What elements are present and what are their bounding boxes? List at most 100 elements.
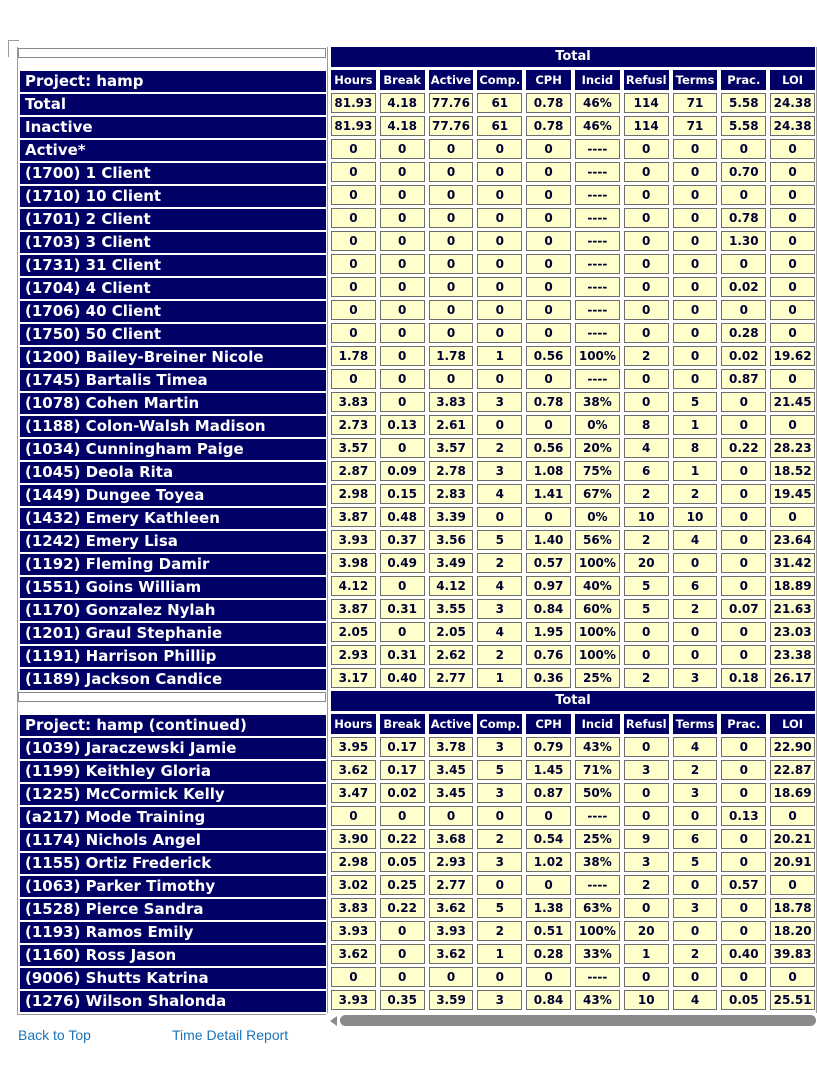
data-cell: 0.84	[526, 599, 571, 619]
data-cell: 0	[331, 162, 376, 182]
data-cell: 4.12	[331, 576, 376, 596]
data-cell: 38%	[574, 392, 620, 412]
data-cell: 23.64	[770, 530, 815, 550]
data-cell: 2	[672, 944, 718, 964]
data-cell: ----	[574, 875, 620, 895]
data-cell: 3	[672, 898, 718, 918]
data-cell: 0	[623, 254, 669, 274]
data-cell: 0.05	[379, 852, 425, 872]
data-cell: 0.05	[721, 990, 767, 1010]
data-cell: 0	[379, 369, 425, 389]
data-cell: 2.77	[428, 875, 474, 895]
row-label: (1155) Ortiz Frederick	[20, 853, 326, 874]
data-cell: 18.69	[770, 783, 815, 803]
table-row: 3.93 0 3.93 2 0.51 100% 20 0 0 18.20	[331, 921, 815, 941]
frame-spacer	[18, 692, 326, 715]
data-cell: 2.77	[428, 668, 474, 688]
data-cell: 2	[477, 438, 523, 458]
data-cell: 0	[721, 760, 767, 780]
data-cell: 0	[623, 323, 669, 343]
data-cell: 1.78	[428, 346, 474, 366]
back-to-top-link[interactable]: Back to Top	[18, 1027, 91, 1043]
data-cell: 2	[623, 530, 669, 550]
data-cell: 3.68	[428, 829, 474, 849]
data-cell: 4	[672, 530, 718, 550]
data-cell: 26.17	[770, 668, 815, 688]
data-cell: 2	[623, 484, 669, 504]
data-cell: 0	[477, 415, 523, 435]
data-cell: 0	[477, 277, 523, 297]
scrollbar-thumb[interactable]	[340, 1015, 816, 1026]
data-cell: 3	[477, 852, 523, 872]
data-cell: 5.58	[721, 93, 767, 113]
table-row: 3.95 0.17 3.78 3 0.79 43% 0 4 0 22.90	[331, 737, 815, 757]
data-cell: 0	[770, 208, 815, 228]
time-detail-report-link[interactable]: Time Detail Report	[172, 1027, 289, 1043]
column-header: LOI	[770, 714, 815, 734]
data-cell: 0	[672, 346, 718, 366]
scrollbar-left-arrow-icon[interactable]	[330, 1015, 337, 1026]
data-cell: 3.62	[331, 944, 376, 964]
table-row: 0 0 0 0 0 ---- 0 0 0 0	[331, 300, 815, 320]
column-header: Comp.	[477, 70, 523, 90]
data-cell: 0.13	[721, 806, 767, 826]
data-cell: 1.02	[526, 852, 571, 872]
data-cell: 20	[623, 553, 669, 573]
data-cell: 0	[379, 277, 425, 297]
column-header: LOI	[770, 70, 815, 90]
data-cell: 0.18	[721, 668, 767, 688]
table-row: 3.57 0 3.57 2 0.56 20% 4 8 0.22 28.23	[331, 438, 815, 458]
data-cell: 0	[379, 438, 425, 458]
data-cell: 0	[672, 553, 718, 573]
data-cell: 0	[672, 645, 718, 665]
data-cell: 0	[428, 277, 474, 297]
data-cell: 0.17	[379, 737, 425, 757]
data-cell: 0	[770, 806, 815, 826]
data-cell: 3	[477, 783, 523, 803]
data-cell: 0	[623, 300, 669, 320]
row-label: (1750) 50 Client	[20, 324, 326, 345]
data-cell: 63%	[574, 898, 620, 918]
data-cell: 0	[477, 507, 523, 527]
table-row: 0 0 0 0 0 ---- 0 0 0 0	[331, 967, 815, 987]
data-cell: 3	[672, 783, 718, 803]
report-body: Project: hamp Total Inactive Active* (1700) …	[17, 47, 815, 1015]
data-cell: 18.52	[770, 461, 815, 481]
data-cell: 0	[623, 645, 669, 665]
row-label: (1063) Parker Timothy	[20, 876, 326, 897]
data-cell: 22.87	[770, 760, 815, 780]
data-cell: 67%	[574, 484, 620, 504]
data-cell: 0	[721, 783, 767, 803]
data-cell: 0	[672, 231, 718, 251]
data-cell: 0.49	[379, 553, 425, 573]
frame-divider-line	[327, 47, 328, 1013]
data-cell: 1	[477, 346, 523, 366]
data-cell: 6	[672, 829, 718, 849]
data-cell: 0.84	[526, 990, 571, 1010]
data-cell: 0	[721, 622, 767, 642]
data-cell: 0.51	[526, 921, 571, 941]
horizontal-scrollbar[interactable]	[330, 1014, 816, 1027]
data-cell: 5	[623, 576, 669, 596]
data-cell: 0%	[574, 507, 620, 527]
data-cell: 3.93	[331, 990, 376, 1010]
data-cell: 18.89	[770, 576, 815, 596]
data-cell: 0.70	[721, 162, 767, 182]
data-cell: 0	[721, 392, 767, 412]
data-cell: 3.83	[428, 392, 474, 412]
row-label: (1199) Keithley Gloria	[20, 761, 326, 782]
row-label: (1045) Deola Rita	[20, 462, 326, 483]
data-cell: 0.57	[721, 875, 767, 895]
data-cell: 0	[672, 139, 718, 159]
data-cell: ----	[574, 139, 620, 159]
column-header: CPH	[526, 70, 571, 90]
data-cell: 3.57	[428, 438, 474, 458]
data-cell: 25.51	[770, 990, 815, 1010]
table-row: 3.47 0.02 3.45 3 0.87 50% 0 3 0 18.69	[331, 783, 815, 803]
data-cell: ----	[574, 277, 620, 297]
data-cell: 0	[526, 415, 571, 435]
data-cell: 0	[623, 806, 669, 826]
column-header: Active	[428, 70, 474, 90]
data-cell: 43%	[574, 737, 620, 757]
data-cell: 0	[428, 967, 474, 987]
